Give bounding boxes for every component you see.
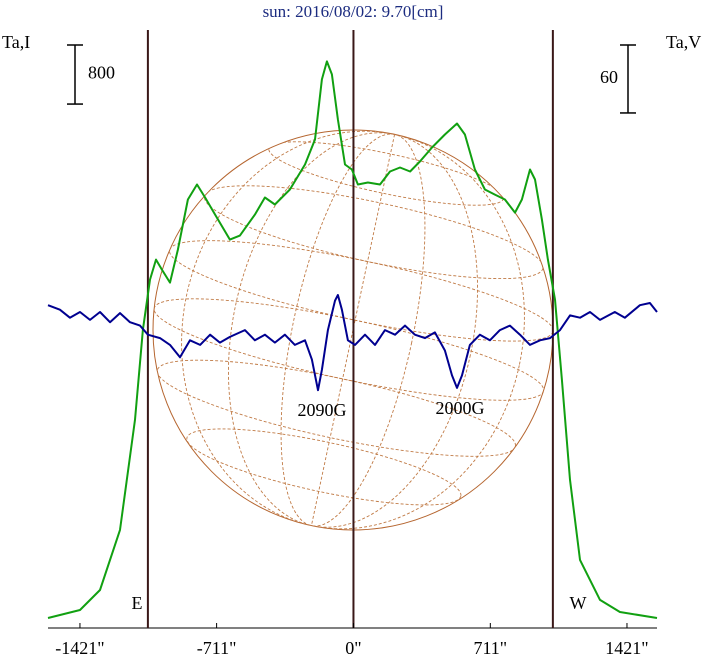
x-tick-label: -1421" xyxy=(55,638,104,658)
x-tick-label: 0" xyxy=(345,638,361,658)
annotation: E xyxy=(132,593,143,613)
annotation: 2000G xyxy=(436,398,485,418)
scale-bar-label: 800 xyxy=(88,63,115,83)
y2-axis-label: Ta,V xyxy=(666,32,701,52)
x-tick-label: 1421" xyxy=(605,638,648,658)
annotation: 2090G xyxy=(298,400,347,420)
y-axis-label: Ta,I xyxy=(2,32,30,52)
scale-bar-label: 60 xyxy=(600,67,618,87)
series-line xyxy=(47,60,658,619)
annotation: W xyxy=(570,593,587,613)
series-line xyxy=(47,294,658,392)
x-tick-label: 711" xyxy=(473,638,507,658)
x-tick-label: -711" xyxy=(197,638,237,658)
chart-title: sun: 2016/08/02: 9.70[cm] xyxy=(263,2,444,21)
